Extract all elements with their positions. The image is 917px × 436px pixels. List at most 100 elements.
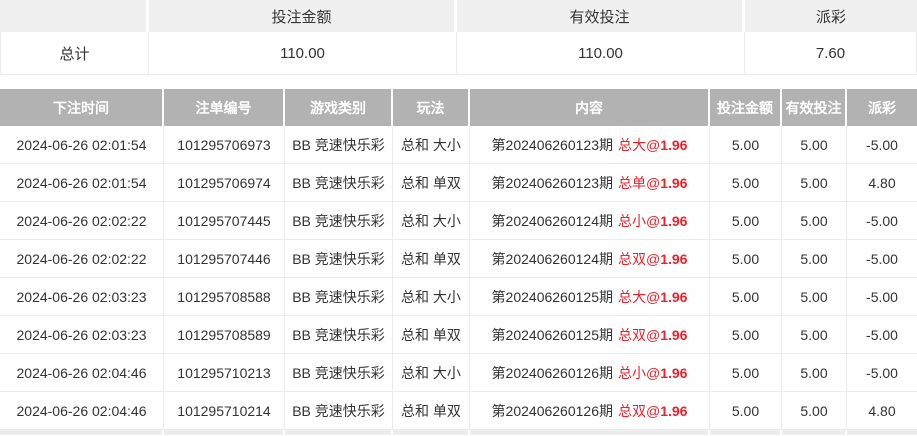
period-text: 第202406260126期 [491,364,613,381]
valid-bet: 5.00 [782,316,847,354]
play-type: 总和 大小 [393,202,470,240]
pick-text: 总小 [617,212,646,229]
pick-text: 总小 [617,364,646,381]
valid-bet: 5.00 [782,164,847,202]
table-row: 2024-06-26 02:02:22 101295707446 BB 竞速快乐… [0,240,917,278]
payout: -5.00 [847,278,917,316]
summary-total-row: 总计 110.00 110.00 7.60 [0,32,917,75]
bet-content: 第202406260123期 总单 @1.96 [470,164,710,202]
period-text: 第202406260124期 [491,250,613,267]
summary-payout-value: 7.60 [745,32,917,75]
odds-text: 1.96 [660,212,688,229]
game-category: BB 竞速快乐彩 [285,392,393,430]
bet-amount: 5.00 [710,278,782,316]
header-order-id: 注单编号 [164,89,285,126]
order-id: 101295708589 [164,316,285,354]
summary-total-label: 总计 [0,32,149,75]
pick-text: 总单 [617,174,646,191]
play-type: 总和 单双 [393,164,470,202]
payout: -5.00 [847,126,917,164]
bet-time: 2024-06-26 02:02:22 [0,202,164,240]
payout: -5.00 [847,354,917,392]
bet-time: 2024-06-26 02:03:23 [0,278,164,316]
order-id: 101295707445 [164,202,285,240]
payout: -5.00 [847,240,917,278]
odds-text: 1.96 [660,250,688,267]
payout: 4.80 [847,164,917,202]
pick-text: 总双 [617,326,646,343]
bet-amount: 5.00 [710,316,782,354]
pick-text: 总大 [617,288,646,305]
play-type: 总和 大小 [393,126,470,164]
summary-header-row: 投注金额 有效投注 派彩 [0,0,917,32]
at-symbol: @ [645,250,661,267]
odds-text: 1.96 [660,136,688,153]
table-row: 2024-06-26 02:01:54 101295706974 BB 竞速快乐… [0,164,917,202]
pick-text: 总双 [617,402,646,419]
at-symbol: @ [645,212,661,229]
payout: -5.00 [847,202,917,240]
order-id: 101295708588 [164,278,285,316]
payout: -5.00 [847,316,917,354]
spacer [0,75,917,89]
table-row: 2024-06-26 02:02:22 101295707445 BB 竞速快乐… [0,202,917,240]
period-text: 第202406260123期 [491,136,613,153]
order-id: 101295710214 [164,392,285,430]
bet-amount: 5.00 [710,164,782,202]
order-id: 101295707446 [164,240,285,278]
bet-content: 第202406260124期 总双 @1.96 [470,240,710,278]
odds-text: 1.96 [660,364,688,381]
game-category: BB 竞速快乐彩 [285,316,393,354]
bet-content: 第202406260124期 总小 @1.96 [470,202,710,240]
valid-bet: 5.00 [782,126,847,164]
game-category: BB 竞速快乐彩 [285,354,393,392]
order-id: 101295706974 [164,164,285,202]
header-play-type: 玩法 [393,89,470,126]
play-type: 总和 大小 [393,354,470,392]
bet-time: 2024-06-26 02:04:46 [0,354,164,392]
summary-bet-amount-value: 110.00 [149,32,457,75]
bet-amount: 5.00 [710,126,782,164]
table-row: 2024-06-26 02:03:23 101295708588 BB 竞速快乐… [0,278,917,316]
bet-content: 第202406260125期 总双 @1.96 [470,316,710,354]
at-symbol: @ [645,402,661,419]
table-row: 2024-06-26 02:04:46 101295710214 BB 竞速快乐… [0,392,917,430]
period-text: 第202406260126期 [491,402,613,419]
valid-bet: 5.00 [782,354,847,392]
odds-text: 1.96 [660,288,688,305]
partial-next-row [0,430,917,435]
order-id: 101295706973 [164,126,285,164]
period-text: 第202406260123期 [491,174,613,191]
game-category: BB 竞速快乐彩 [285,240,393,278]
bet-content: 第202406260126期 总小 @1.96 [470,354,710,392]
at-symbol: @ [645,288,661,305]
bet-amount: 5.00 [710,202,782,240]
summary-header-empty [0,0,149,32]
play-type: 总和 大小 [393,278,470,316]
summary-header-valid-bet: 有效投注 [457,0,745,32]
header-payout: 派彩 [847,89,917,126]
header-bet-amount: 投注金额 [710,89,782,126]
header-bet-time: 下注时间 [0,89,164,126]
payout: 4.80 [847,392,917,430]
bet-time: 2024-06-26 02:04:46 [0,392,164,430]
bet-content: 第202406260126期 总双 @1.96 [470,392,710,430]
play-type: 总和 单双 [393,316,470,354]
header-game-category: 游戏类别 [285,89,393,126]
summary-header-payout: 派彩 [745,0,917,32]
bet-amount: 5.00 [710,240,782,278]
bet-time: 2024-06-26 02:02:22 [0,240,164,278]
bet-amount: 5.00 [710,392,782,430]
valid-bet: 5.00 [782,392,847,430]
table-row: 2024-06-26 02:01:54 101295706973 BB 竞速快乐… [0,126,917,164]
table-row: 2024-06-26 02:04:46 101295710213 BB 竞速快乐… [0,354,917,392]
header-valid-bet: 有效投注 [782,89,847,126]
summary-header-bet-amount: 投注金额 [149,0,457,32]
game-category: BB 竞速快乐彩 [285,164,393,202]
header-content: 内容 [470,89,710,126]
at-symbol: @ [645,364,661,381]
bet-content: 第202406260125期 总大 @1.96 [470,278,710,316]
at-symbol: @ [645,326,661,343]
odds-text: 1.96 [660,326,688,343]
